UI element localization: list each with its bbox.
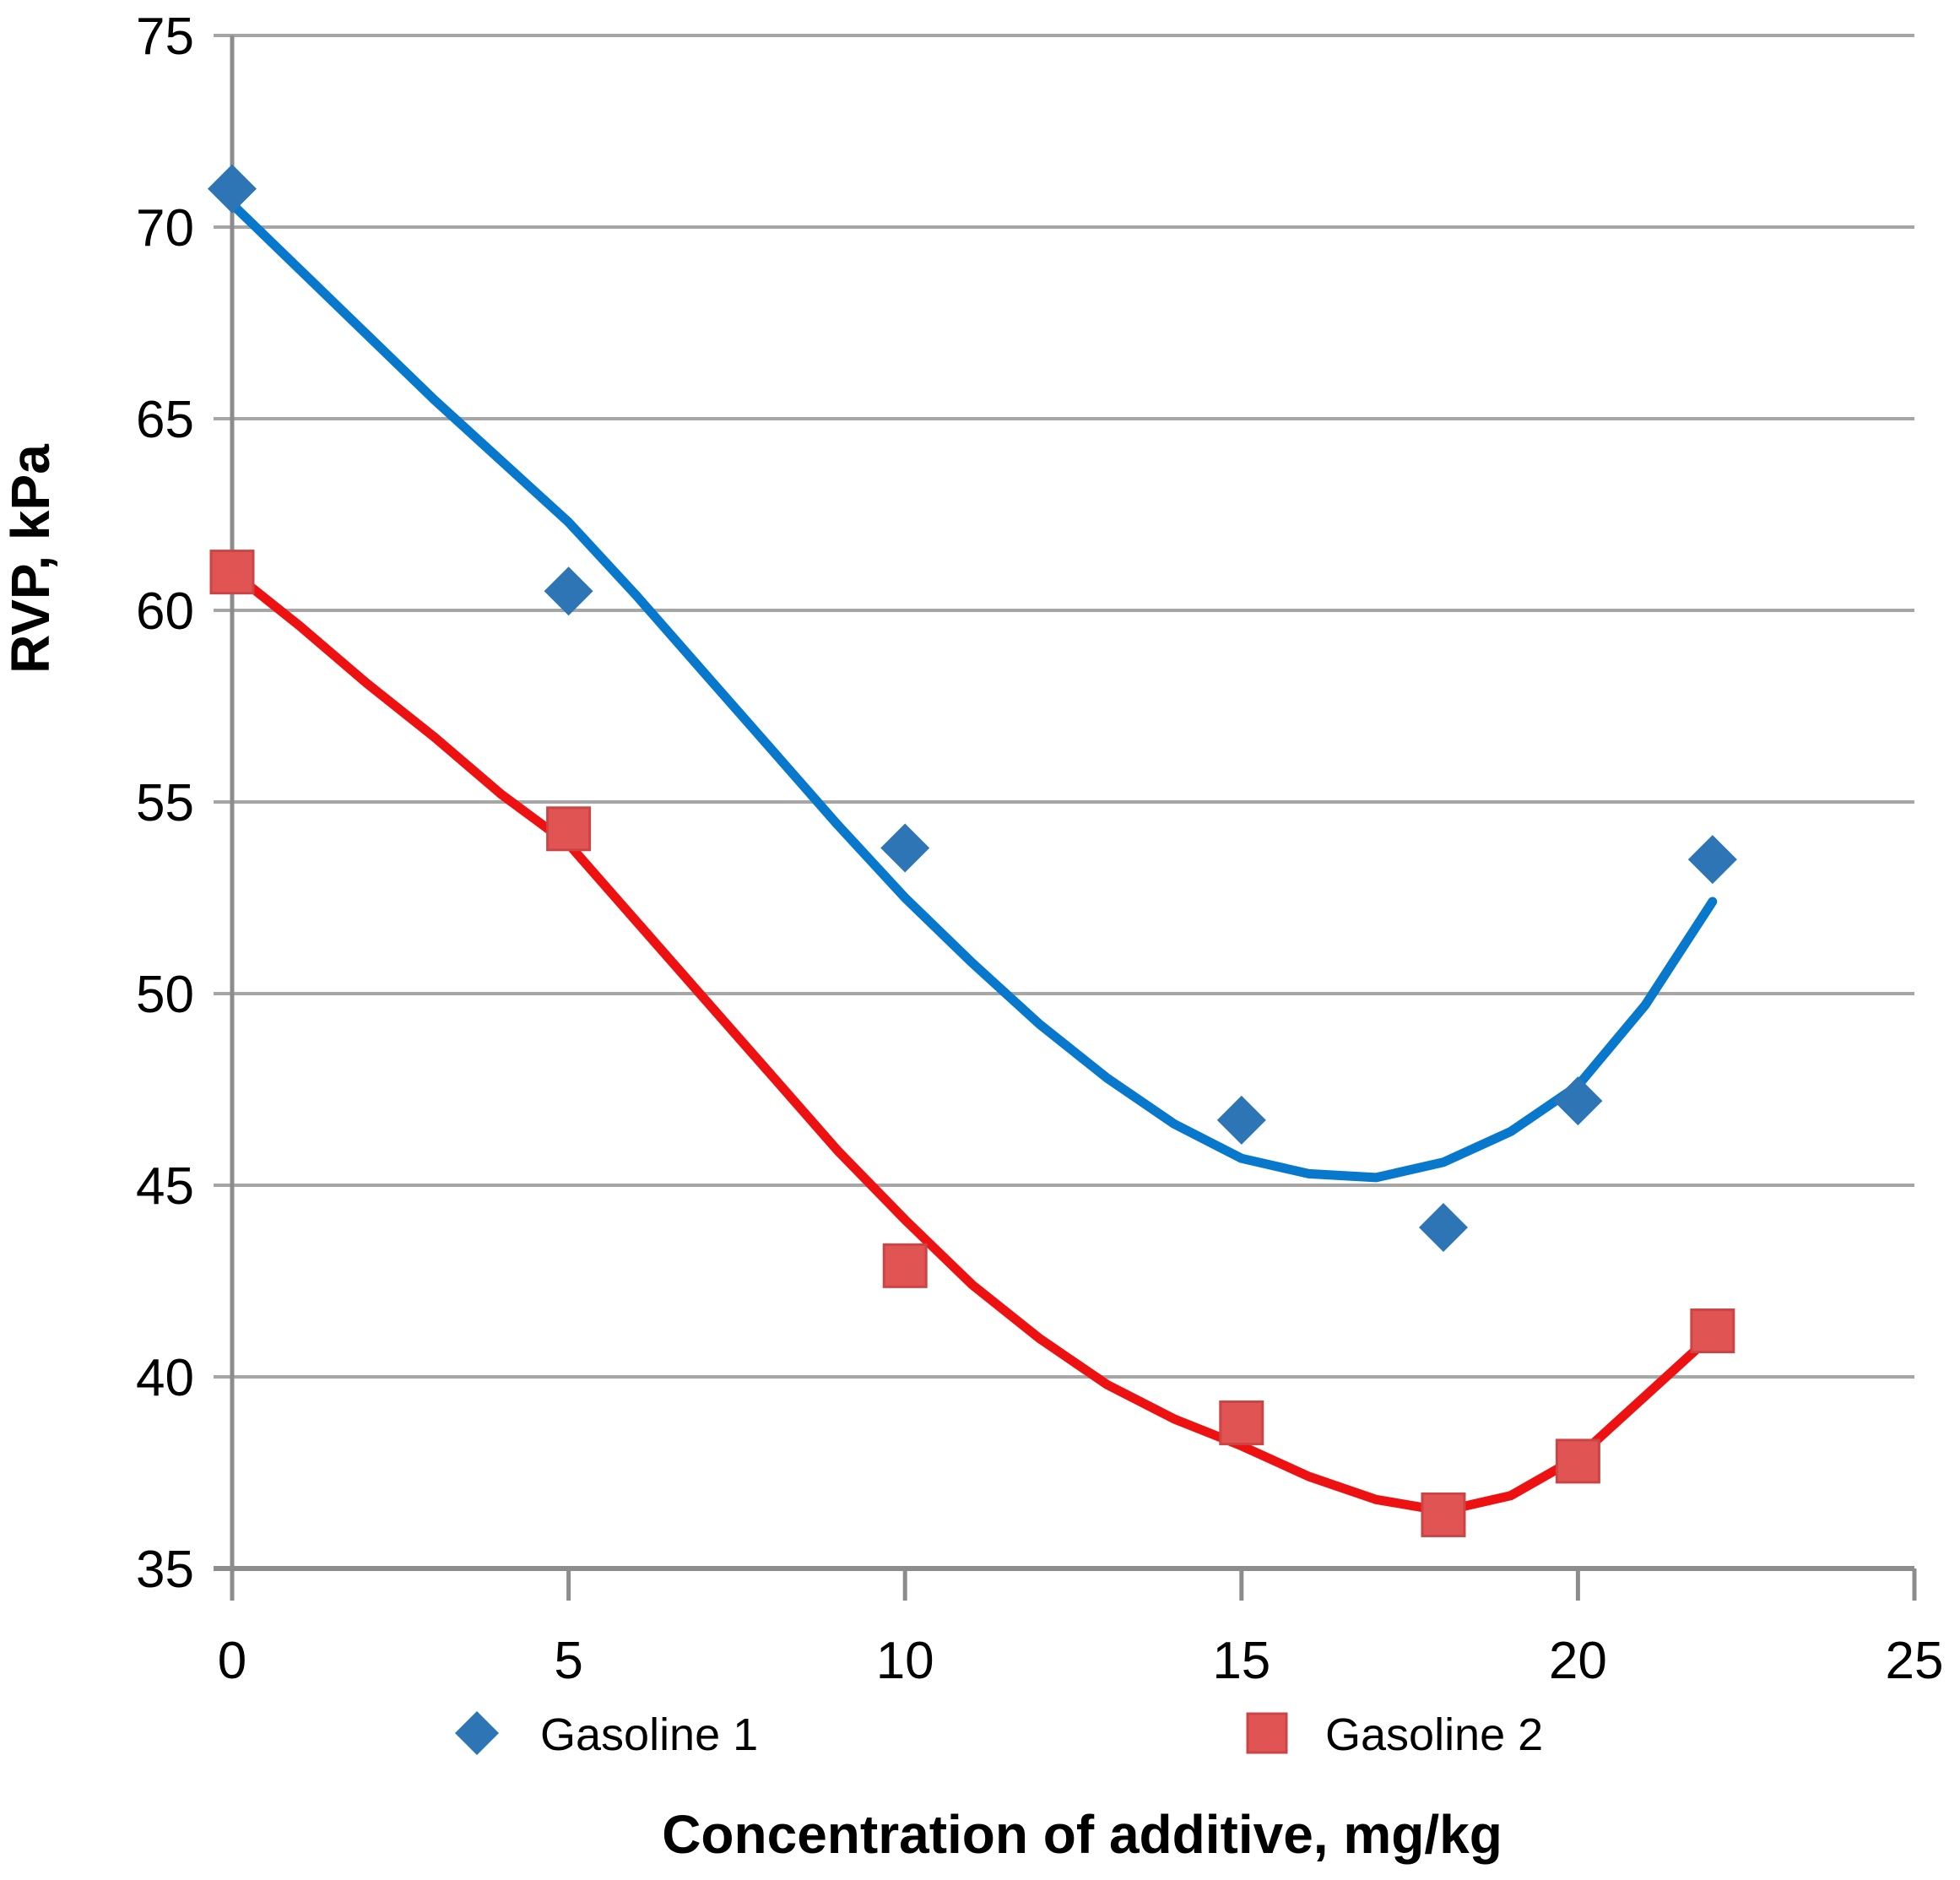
gridlines-layer [214, 34, 1914, 1571]
x-tick-label: 5 [554, 1632, 582, 1690]
y-axis-title: RVP, kPa [0, 444, 61, 674]
x-tick-label: 25 [1886, 1632, 1944, 1690]
y-tick-label: 55 [136, 774, 194, 832]
y-tick-label: 45 [136, 1157, 194, 1216]
marker-gasoline-2 [209, 550, 255, 595]
marker-gasoline-1 [1687, 835, 1737, 885]
marker-gasoline-2 [1555, 1438, 1600, 1484]
legend-label-gasoline-2: Gasoline 2 [1325, 1709, 1543, 1760]
trendlines-layer [227, 199, 1718, 1516]
marker-gasoline-2 [1219, 1400, 1264, 1445]
legend-item-gasoline-2: Gasoline 2 [1246, 1709, 1543, 1760]
marker-gasoline-1 [455, 1711, 499, 1755]
y-tick-label: 75 [136, 8, 194, 66]
trendline-gasoline-1 [227, 199, 1718, 1183]
marker-gasoline-2 [1690, 1308, 1735, 1354]
markers-layer [208, 164, 1737, 1537]
marker-gasoline-1 [1216, 1095, 1266, 1145]
x-axis-title: Concentration of additive, mg/kg [662, 1804, 1502, 1865]
trendline-gasoline-2 [227, 567, 1718, 1516]
legend-label-gasoline-1: Gasoline 1 [540, 1709, 758, 1760]
x-tick-label: 10 [876, 1632, 934, 1690]
y-tick-label: 40 [136, 1349, 194, 1407]
legend: Gasoline 1 Gasoline 2 [455, 1709, 1543, 1760]
marker-gasoline-1 [208, 164, 257, 214]
y-tick-label: 65 [136, 391, 194, 449]
y-tick-label: 35 [136, 1541, 194, 1599]
marker-gasoline-1 [544, 566, 593, 616]
axes-layer [230, 35, 1917, 1601]
y-tick-label: 50 [136, 966, 194, 1024]
x-tick-label: 0 [218, 1632, 246, 1690]
y-tick-label: 60 [136, 582, 194, 641]
marker-gasoline-2 [882, 1243, 928, 1288]
marker-gasoline-2 [546, 806, 592, 852]
tick-labels-layer: 35 40 45 50 55 60 65 70 75 0 5 10 15 20 25 [136, 8, 1943, 1690]
marker-gasoline-1 [1418, 1202, 1468, 1252]
legend-item-gasoline-1: Gasoline 1 [455, 1709, 758, 1760]
x-tick-label: 20 [1549, 1632, 1607, 1690]
marker-gasoline-2 [1421, 1492, 1466, 1537]
x-tick-label: 15 [1212, 1632, 1270, 1690]
y-tick-label: 70 [136, 199, 194, 257]
marker-gasoline-1 [880, 823, 930, 873]
marker-gasoline-1 [1553, 1076, 1603, 1126]
marker-gasoline-2 [1246, 1712, 1288, 1754]
